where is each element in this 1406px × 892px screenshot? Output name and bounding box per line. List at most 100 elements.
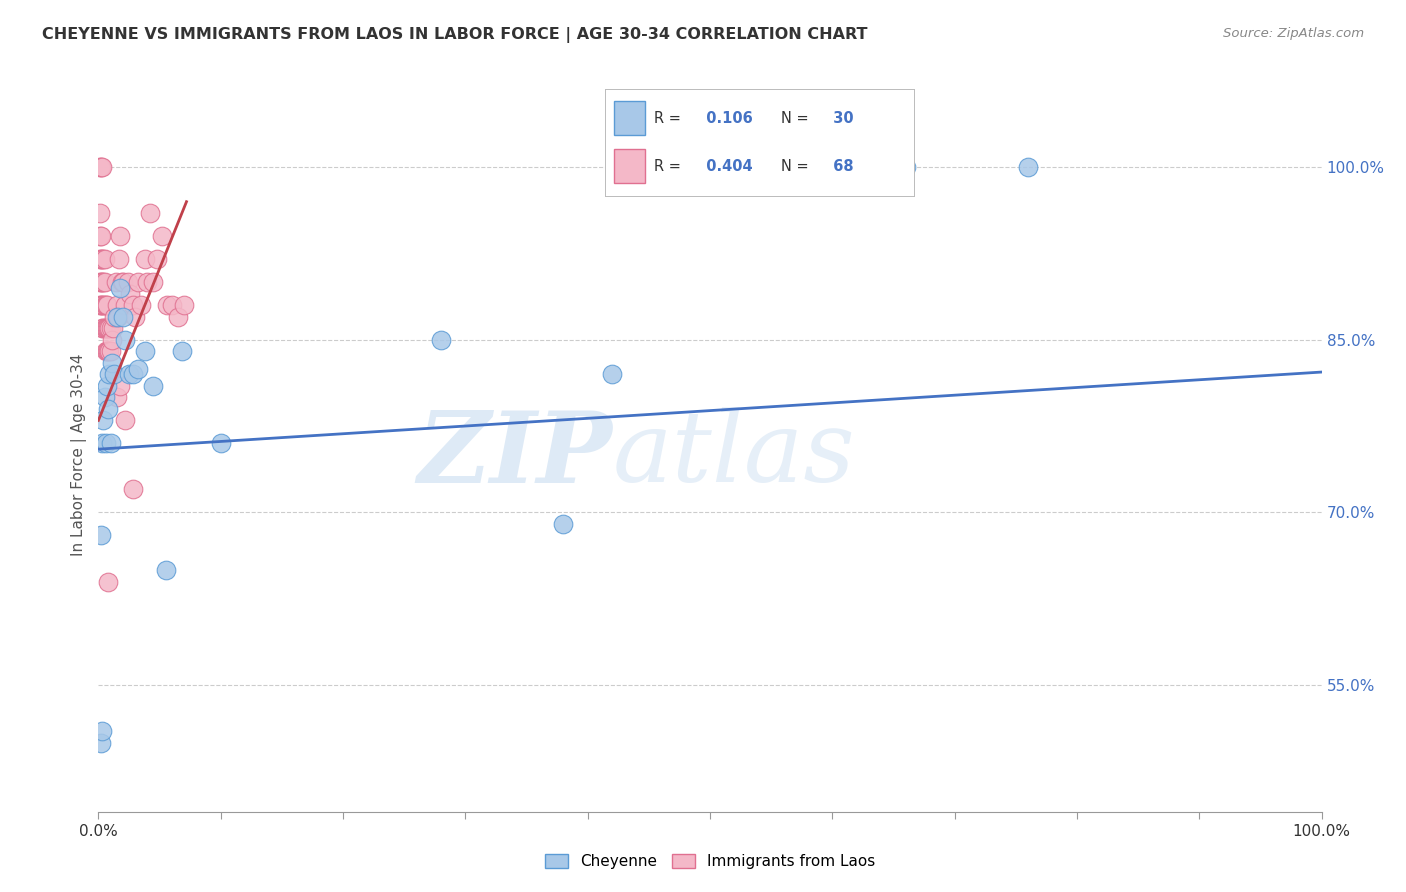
Point [91,436,114,450]
Point [167,310,190,324]
Point [430,333,453,347]
Point [91,252,114,267]
Text: CHEYENNE VS IMMIGRANTS FROM LAOS IN LABOR FORCE | AGE 30-34 CORRELATION CHART: CHEYENNE VS IMMIGRANTS FROM LAOS IN LABO… [42,27,868,43]
Point [90,298,112,312]
Point [600,368,623,382]
Point [91,275,114,289]
Point [90,275,112,289]
Point [101,356,124,370]
Point [98,344,121,359]
Point [146,252,169,267]
Point [97,401,120,416]
Point [124,310,146,324]
Point [118,368,141,382]
Point [155,563,177,577]
Point [160,298,183,312]
Point [121,368,143,382]
Point [150,229,173,244]
Point [114,298,136,312]
Text: N =: N = [780,159,813,174]
Legend: Cheyenne, Immigrants from Laos: Cheyenne, Immigrants from Laos [538,848,882,875]
Point [98,368,121,382]
Point [90,160,112,174]
FancyBboxPatch shape [614,101,645,136]
Point [1017,160,1039,174]
Text: N =: N = [780,111,813,126]
Point [91,724,114,739]
Point [91,298,114,312]
Point [121,483,143,497]
Point [121,298,143,312]
Point [96,321,118,335]
Point [120,286,142,301]
Point [173,298,195,312]
Point [94,321,117,335]
Point [94,298,117,312]
Point [101,321,124,335]
Point [156,298,179,312]
Point [142,275,165,289]
Point [89,298,111,312]
Point [96,298,118,312]
Point [97,321,120,335]
Point [90,229,112,244]
Point [110,379,132,393]
Text: Source: ZipAtlas.com: Source: ZipAtlas.com [1223,27,1364,40]
Point [108,252,131,267]
Point [91,160,114,174]
Point [127,275,149,289]
Point [104,275,127,289]
Point [209,436,232,450]
Text: 30: 30 [823,111,853,126]
Y-axis label: In Labor Force | Age 30-34: In Labor Force | Age 30-34 [72,353,87,557]
Point [134,344,156,359]
Point [129,298,152,312]
Point [93,275,115,289]
FancyBboxPatch shape [614,149,645,184]
Text: 68: 68 [823,159,853,174]
Point [111,275,134,289]
Text: 0.106: 0.106 [696,111,752,126]
Point [107,310,129,324]
Point [170,344,193,359]
Point [97,574,120,589]
Point [117,275,139,289]
Point [89,160,111,174]
Point [91,321,114,335]
Point [103,368,125,382]
Point [114,413,136,427]
Point [142,379,165,393]
Point [91,413,114,427]
Point [89,229,111,244]
Text: R =: R = [654,159,686,174]
Point [94,344,117,359]
Point [96,344,118,359]
Point [89,275,111,289]
Point [94,436,117,450]
Text: R =: R = [654,111,686,126]
Point [101,333,124,347]
Point [103,310,125,324]
Point [105,310,128,324]
Point [93,298,115,312]
Point [96,379,118,393]
Text: atlas: atlas [612,408,855,502]
Point [91,321,114,335]
Point [90,528,112,542]
Point [553,516,575,531]
Point [100,344,122,359]
Point [91,298,114,312]
Point [93,252,115,267]
Point [89,206,111,220]
Point [105,298,128,312]
Point [127,361,149,376]
Point [894,160,917,174]
Point [91,252,114,267]
Text: 0.404: 0.404 [696,159,752,174]
Point [105,390,128,404]
Point [110,281,132,295]
Point [90,736,112,750]
Point [134,252,156,267]
Point [136,275,159,289]
Point [139,206,162,220]
